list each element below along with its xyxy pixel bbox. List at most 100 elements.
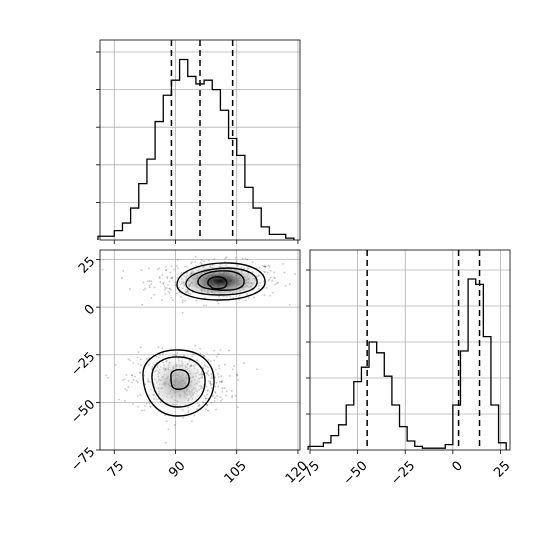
scatter-point: [230, 390, 233, 392]
scatter-point: [140, 409, 143, 412]
scatter-point: [105, 374, 108, 377]
scatter-point: [247, 296, 250, 299]
scatter-point: [193, 414, 196, 417]
scatter-point: [215, 381, 218, 384]
scatter-point: [206, 403, 209, 406]
scatter-point: [216, 395, 218, 397]
scatter-point: [224, 363, 226, 366]
scatter-point: [264, 265, 267, 268]
scatter-point: [150, 280, 153, 283]
scatter-point: [144, 404, 146, 407]
scatter-point: [203, 355, 206, 357]
scatter-point: [236, 373, 238, 376]
scatter-point: [137, 351, 140, 354]
scatter-point: [169, 288, 172, 290]
scatter-point: [123, 400, 126, 402]
scatter-point: [136, 381, 139, 384]
scatter-point: [210, 401, 213, 404]
scatter-point: [176, 265, 178, 267]
scatter-point: [181, 299, 184, 302]
scatter-point: [269, 269, 272, 272]
scatter-point: [223, 387, 226, 390]
scatter-point: [165, 287, 168, 289]
scatter-point: [171, 277, 173, 279]
scatter-point: [165, 269, 168, 272]
scatter-point: [128, 288, 131, 290]
scatter-point: [186, 266, 188, 269]
scatter-point: [214, 368, 217, 371]
scatter-point: [165, 269, 168, 271]
scatter-point: [140, 364, 142, 366]
scatter-point: [213, 349, 215, 352]
scatter-point: [166, 277, 169, 280]
scatter-point: [180, 295, 183, 298]
scatter-point: [211, 395, 214, 398]
scatter-point: [219, 399, 222, 402]
scatter-point: [237, 379, 239, 381]
scatter-point: [212, 394, 214, 397]
scatter-point: [139, 394, 142, 396]
scatter-point: [122, 269, 125, 272]
scatter-point: [216, 300, 219, 303]
joint-frame: [99, 249, 301, 451]
scatter-point: [233, 365, 235, 368]
scatter-point: [181, 301, 184, 304]
scatter-point: [271, 291, 274, 294]
scatter-point: [149, 406, 152, 408]
scatter-point: [217, 376, 220, 378]
scatter-point: [184, 265, 186, 268]
marginal-x-quantile-lines: [170, 40, 234, 240]
scatter-point: [275, 282, 278, 285]
scatter-point: [127, 385, 130, 388]
scatter-point: [267, 279, 270, 282]
scatter-point: [235, 260, 238, 263]
scatter-point: [267, 264, 270, 267]
scatter-point: [162, 283, 165, 285]
scatter-point: [269, 294, 271, 297]
scatter-point: [261, 264, 264, 267]
joint-y-tick-label: 0: [82, 302, 98, 318]
scatter-point: [269, 276, 272, 279]
scatter-point: [211, 376, 214, 379]
scatter-point: [214, 392, 217, 394]
scatter-point: [136, 395, 139, 397]
scatter-point: [123, 378, 126, 381]
scatter-point: [273, 276, 275, 279]
scatter-point: [190, 262, 192, 265]
scatter-point: [218, 364, 220, 367]
marginal-y-tick-label: −50: [341, 458, 371, 488]
scatter-point: [131, 381, 133, 384]
scatter-point: [132, 402, 134, 405]
scatter-point: [146, 358, 148, 361]
upper-contour-middle: [185, 267, 258, 296]
scatter-point: [246, 258, 249, 261]
scatter-point: [228, 374, 231, 377]
scatter-point: [216, 355, 218, 358]
scatter-point: [153, 286, 156, 289]
scatter-point: [264, 265, 267, 268]
scatter-point: [158, 277, 161, 279]
scatter-point: [174, 284, 176, 287]
scatter-point: [199, 347, 202, 350]
marginal-x-frame: [99, 39, 301, 241]
scatter-point: [177, 258, 179, 261]
scatter-point: [177, 267, 179, 269]
scatter-point: [194, 344, 197, 347]
scatter-point: [236, 374, 239, 377]
scatter-point: [121, 379, 124, 382]
scatter-point: [148, 267, 150, 270]
scatter-point: [209, 360, 212, 363]
marginal-y-tick-label: 25: [491, 458, 513, 480]
lower-contour-inner: [170, 369, 190, 390]
scatter-point: [221, 380, 223, 382]
scatter-point: [274, 277, 276, 280]
scatter-point: [294, 273, 296, 276]
scatter-point: [155, 355, 158, 358]
scatter-point: [234, 394, 237, 397]
scatter-point: [205, 408, 207, 411]
scatter-point: [213, 359, 216, 362]
scatter-point: [263, 270, 265, 273]
scatter-point: [170, 296, 173, 299]
scatter-point: [143, 409, 146, 412]
